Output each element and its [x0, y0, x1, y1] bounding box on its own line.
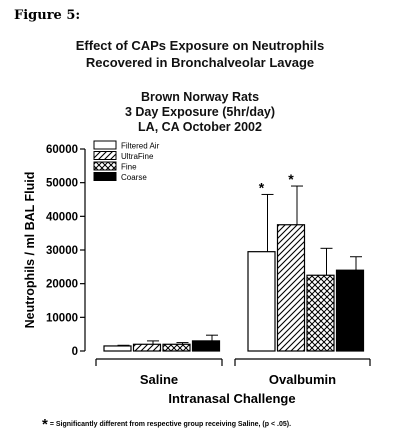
legend-label: UltraFine	[121, 152, 154, 161]
legend-swatch	[93, 151, 117, 160]
bar	[306, 274, 335, 352]
legend-label: Filtered Air	[121, 142, 160, 151]
x-tick-label: Saline	[140, 372, 178, 387]
y-tick-label: 0	[72, 346, 78, 358]
x-tick-label: Ovalbumin	[269, 372, 336, 387]
significance-marker: *	[259, 179, 265, 195]
y-tick-label: 40000	[46, 211, 78, 223]
chart-subtitle-3: LA, CA October 2002	[138, 120, 262, 134]
legend-label: Coarse	[121, 173, 147, 182]
bar	[276, 224, 306, 352]
bar	[191, 340, 221, 352]
significance-marker: *	[288, 171, 294, 187]
legend-swatch	[93, 161, 117, 171]
bar	[247, 251, 276, 352]
legend-swatch	[93, 172, 117, 181]
figure-label: Figure 5:	[14, 8, 81, 23]
chart-title: Effect of CAPs Exposure on Neutrophils	[75, 38, 325, 53]
x-axis-label: Intranasal Challenge	[168, 391, 295, 406]
y-axis-label: Neutrophils / ml BAL Fluid	[23, 172, 37, 329]
bar	[335, 269, 365, 352]
bar	[103, 345, 132, 352]
footnote-star: *	[42, 416, 48, 433]
y-tick-label: 60000	[46, 144, 78, 156]
legend-swatch	[93, 140, 117, 150]
y-tick-label: 20000	[46, 279, 78, 291]
y-tick-label: 50000	[46, 178, 78, 190]
footnote-text: = Significantly different from respectiv…	[49, 421, 292, 428]
chart-subtitle-2: 3 Day Exposure (5hr/day)	[124, 105, 276, 119]
y-tick-label: 10000	[46, 312, 78, 324]
y-tick-label: 30000	[46, 245, 78, 257]
chart-subtitle-1: Brown Norway Rats	[140, 90, 260, 104]
legend-label: Fine	[121, 163, 137, 172]
bar	[162, 343, 191, 352]
chart-title-line2: Recovered in Bronchalveolar Lavage	[85, 55, 315, 70]
footnote: * = Significantly different from respecti…	[42, 416, 291, 433]
bar	[132, 343, 162, 352]
